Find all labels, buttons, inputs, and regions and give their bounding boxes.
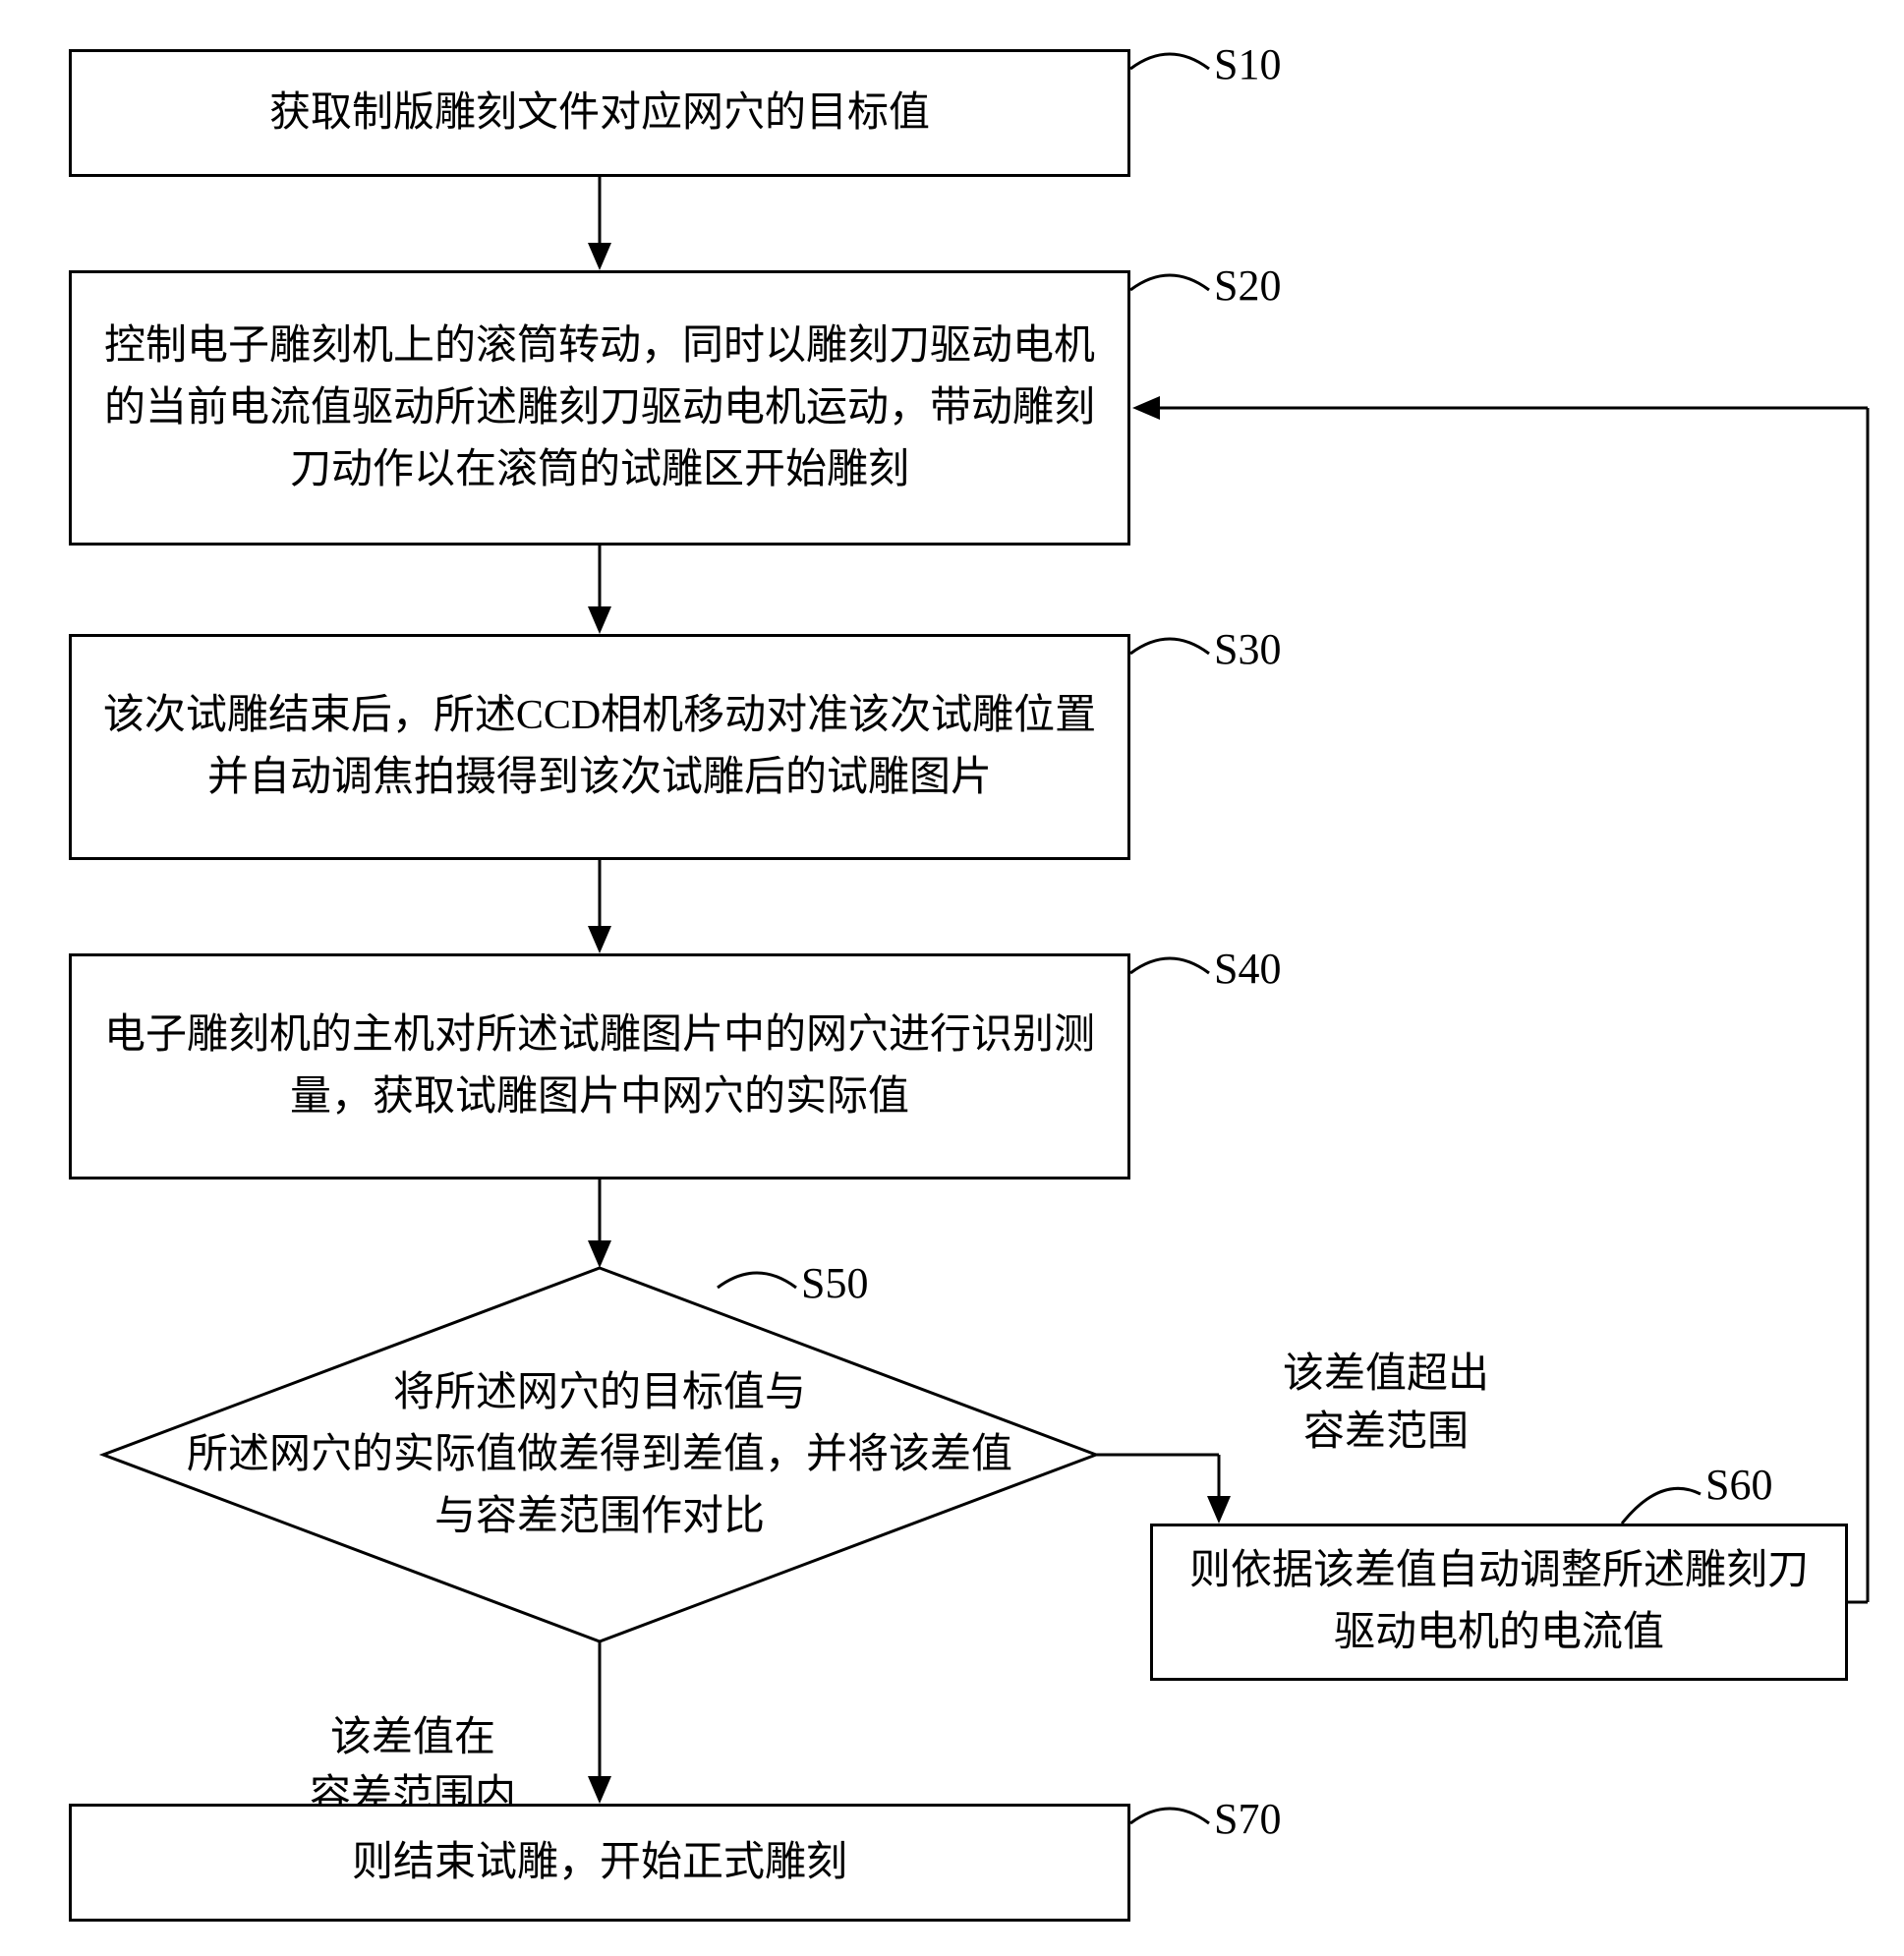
label-curve-s70	[29, 29, 1877, 1927]
flowchart-canvas: 获取制版雕刻文件对应网穴的目标值 S10 控制电子雕刻机上的滚筒转动，同时以雕刻…	[29, 29, 1877, 1927]
node-s70-label: S70	[1214, 1794, 1281, 1844]
